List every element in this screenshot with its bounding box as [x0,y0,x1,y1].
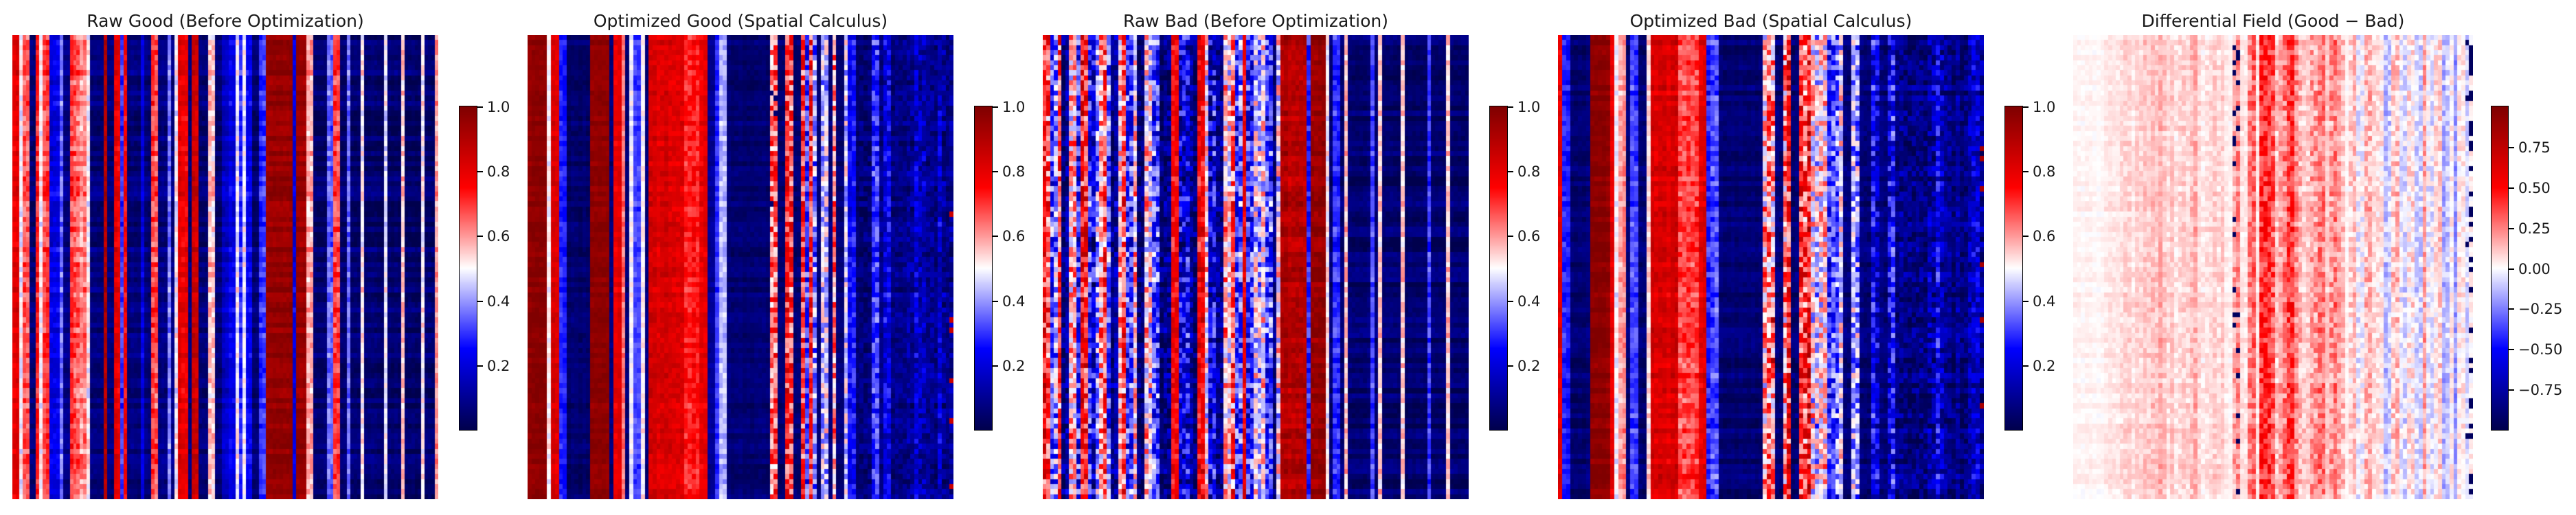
panel-optimized-good: Optimized Good (Spatial Calculus) 1.0 0.8… [515,0,1030,515]
colorbar-tick-mark [477,301,483,302]
panel-title-optimized-good: Optimized Good (Spatial Calculus) [593,11,888,31]
colorbar-tick-mark [2023,236,2029,237]
heatmap-raw-good-canvas [12,35,438,499]
colorbar-tick-label: 0.50 [2518,180,2551,196]
heatmap-raw-bad-canvas [1043,35,1469,499]
panel-raw-bad: Raw Bad (Before Optimization) 1.0 0.8 0.6 0… [1030,0,1546,515]
colorbar-tick-label: 0.6 [2033,228,2056,244]
colorbar-tick-label: 0.4 [1517,293,1541,310]
colorbar-tick-label: 0.25 [2518,220,2551,237]
colorbar-optimized-good [974,106,993,431]
colorbar-tick-mark [477,106,483,108]
colorbar-tick-mark [993,365,998,367]
colorbar-tick-label: 0.4 [487,293,510,310]
colorbar-tick-mark [2509,389,2514,391]
colorbar-tick-label: 0.2 [2033,358,2056,374]
colorbar-tick-label: 1.0 [487,99,510,115]
colorbar-tick-mark [477,365,483,367]
colorbar-optimized-bad [2004,106,2023,431]
colorbar-tick-mark [993,171,998,172]
colorbar-tick-label: 0.4 [1002,293,1026,310]
colorbar-tick-label: 0.8 [2033,163,2056,180]
colorbar-tick-label: 0.00 [2518,261,2551,277]
colorbar-tick-mark [2023,301,2029,302]
colorbar-tick-label: 0.6 [487,228,510,244]
panel-raw-good: Raw Good (Before Optimization) 1.0 0.8 0.6… [0,0,515,515]
panel-title-optimized-bad: Optimized Bad (Spatial Calculus) [1629,11,1912,31]
colorbar-tick-label: 0.4 [2033,293,2056,310]
colorbar-tick-mark [1508,171,1513,172]
colorbar-differential-field [2491,106,2509,431]
colorbar-tick-label: 1.0 [1002,99,1026,115]
colorbar-tick-label: −0.75 [2518,382,2563,398]
colorbar-tick-label: 1.0 [1517,99,1541,115]
colorbar-tick-mark [2023,365,2029,367]
colorbar-tick-label: −0.25 [2518,301,2563,317]
heatmap-optimized-good-canvas [528,35,953,499]
colorbar-raw-good [459,106,477,431]
panel-title-differential-field: Differential Field (Good − Bad) [2141,11,2405,31]
colorbar-tick-label: 0.2 [487,358,510,374]
colorbar-tick-mark [2509,187,2514,189]
colorbar-tick-mark [2509,349,2514,350]
colorbar-tick-label: 0.75 [2518,139,2551,156]
colorbar-tick-label: −0.50 [2518,341,2563,358]
colorbar-tick-label: 0.6 [1517,228,1541,244]
colorbar-tick-mark [2509,147,2514,148]
colorbar-tick-mark [2509,268,2514,270]
colorbar-raw-bad [1489,106,1508,431]
heatmap-differential-field-canvas [2073,35,2473,499]
colorbar-tick-mark [477,236,483,237]
colorbar-tick-mark [1508,301,1513,302]
panel-differential-field: Differential Field (Good − Bad) 0.75 0.50… [2061,0,2576,515]
colorbar-tick-label: 0.8 [1002,163,1026,180]
colorbar-tick-label: 0.6 [1002,228,1026,244]
colorbar-tick-mark [993,301,998,302]
colorbar-tick-label: 0.8 [487,163,510,180]
colorbar-tick-mark [1508,106,1513,108]
colorbar-tick-mark [2023,106,2029,108]
colorbar-tick-mark [2023,171,2029,172]
panel-optimized-bad: Optimized Bad (Spatial Calculus) 1.0 0.8 0… [1546,0,2061,515]
colorbar-tick-mark [477,171,483,172]
panel-title-raw-good: Raw Good (Before Optimization) [87,11,364,31]
colorbar-tick-mark [2509,308,2514,310]
colorbar-tick-label: 0.2 [1002,358,1026,374]
colorbar-tick-label: 1.0 [2033,99,2056,115]
colorbar-tick-label: 0.2 [1517,358,1541,374]
colorbar-tick-mark [2509,228,2514,229]
colorbar-tick-mark [1508,365,1513,367]
colorbar-tick-label: 0.8 [1517,163,1541,180]
colorbar-tick-mark [1508,236,1513,237]
colorbar-tick-mark [993,106,998,108]
panel-title-raw-bad: Raw Bad (Before Optimization) [1123,11,1388,31]
colorbar-tick-mark [993,236,998,237]
heatmap-optimized-bad-canvas [1558,35,1984,499]
